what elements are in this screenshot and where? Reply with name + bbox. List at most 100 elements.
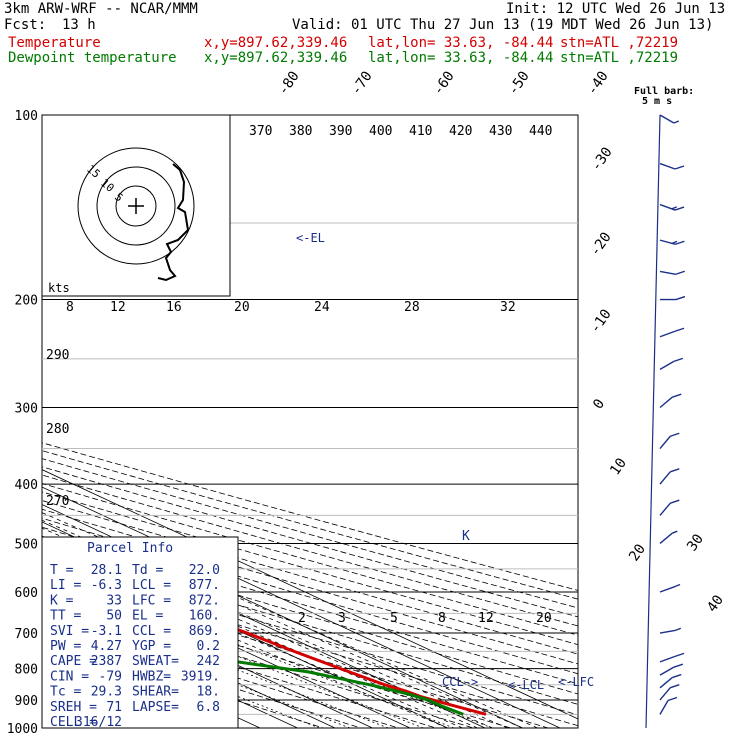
parcel-info-cell: -3.1 — [91, 624, 122, 639]
isotherm-line — [42, 521, 486, 728]
wind-barb-flag — [673, 357, 684, 363]
wind-barb-flag — [675, 240, 685, 245]
parcel-info-cell: 18. — [197, 685, 220, 700]
wind-barb — [659, 585, 676, 593]
wind-barb — [659, 270, 676, 275]
wind-barb-flag — [674, 165, 685, 170]
dewpoint-legend-xy: x,y=897.62,339.46 — [204, 50, 348, 66]
dewpoint-legend-name: Dewpoint temperature — [8, 50, 177, 66]
wind-barb-flag — [671, 206, 677, 210]
parcel-info-cell: 6.8 — [197, 700, 220, 715]
lcl-marker: <-LCL — [508, 678, 544, 692]
wind-barb — [659, 502, 671, 516]
isotherm-line — [42, 504, 523, 728]
parcel-info-cell: SHEAR= — [132, 685, 179, 700]
isotherm-label: -10 — [587, 306, 615, 336]
pressure-tick-label: 700 — [15, 627, 38, 642]
wind-barb — [659, 677, 673, 689]
parcel-info-cell: -6.3 — [91, 578, 122, 593]
isotherm-label: -80 — [275, 68, 303, 98]
theta-label: 280 — [46, 422, 69, 437]
parcel-info-cell: LCL = — [132, 578, 171, 593]
temperature-legend-xy: x,y=897.62,339.46 — [204, 35, 348, 51]
temperature-profile — [42, 556, 487, 716]
mixing-ratio-label: 8 — [66, 300, 74, 315]
wind-barb-flag — [675, 295, 686, 301]
wind-barb — [659, 435, 671, 449]
wind-barb-flag — [670, 432, 680, 437]
isotherm-label: 0 — [590, 396, 608, 412]
parcel-info-cell: Td = — [132, 563, 163, 578]
wind-barb-flag — [673, 120, 680, 124]
parcel-info-cell: PW = — [50, 639, 81, 654]
parcel-info-cell: LI = — [50, 578, 81, 593]
dewpoint-profile — [42, 594, 464, 716]
wind-barb-flag — [671, 240, 678, 245]
wind-barb — [659, 471, 671, 485]
parcel-info-title: Parcel Info — [87, 541, 173, 556]
mixing-ratio-label: 20 — [234, 300, 250, 315]
mixing-ratio-label: 2 — [298, 611, 306, 626]
parcel-info-cell: SREH = — [50, 700, 97, 715]
pressure-tick-label: 500 — [15, 537, 38, 552]
mixing-ratio-label: 12 — [110, 300, 126, 315]
wind-barb-flag — [671, 530, 678, 534]
dewpoint-legend-latlon: lat,lon= 33.63, -84.44 — [368, 50, 554, 66]
parcel-info-cell: 0.2 — [197, 639, 220, 654]
wind-barb-flag — [670, 468, 680, 473]
pressure-tick-label: 200 — [15, 294, 38, 309]
parcel-info-cell: EL = — [132, 609, 163, 624]
temperature-legend-station: stn=ATL ,72219 — [560, 35, 679, 51]
hodograph-trace — [157, 163, 190, 282]
wind-barb-flag — [667, 696, 678, 702]
parcel-info-cell: CAPE = — [50, 654, 97, 669]
hodograph-unit: kts — [48, 281, 70, 295]
parcel-info-cell: TT = — [50, 609, 81, 624]
isotherm-label: 40 — [704, 592, 727, 615]
theta-label: 390 — [329, 124, 352, 139]
theta-label: 270 — [46, 494, 69, 509]
isotherm-label: 10 — [607, 455, 630, 478]
wind-barb — [659, 629, 676, 634]
parcel-info-cell: 3919. — [181, 669, 220, 684]
ccl-marker: CCL-> — [442, 675, 478, 689]
isotherm-label: -60 — [430, 68, 458, 98]
parcel-info-cell: 4.27 — [91, 639, 122, 654]
hodograph-ring — [115, 185, 157, 227]
parcel-info-cell: 28.1 — [91, 563, 122, 578]
wind-barb — [659, 655, 676, 663]
wind-barb-panel: Full barb: 5 m s — [634, 86, 694, 729]
parcel-info-cell: YGP = — [132, 639, 171, 654]
wind-barb-flag — [673, 663, 684, 668]
parcel-info-cell: 242 — [197, 654, 220, 669]
parcel-info-cell: 71 — [106, 700, 122, 715]
parcel-info-cell: SWEAT= — [132, 654, 179, 669]
mixing-ratio-label: 8 — [438, 611, 446, 626]
wind-barb-flag — [672, 673, 682, 679]
parcel-info-cell: 869. — [189, 624, 220, 639]
isotherm-label: -30 — [588, 144, 616, 174]
parcel-info-cell: Tc = — [50, 685, 81, 700]
wind-barb-flag — [674, 583, 681, 588]
parcel-marker-icon: K — [462, 529, 470, 544]
isotherm-label: -20 — [587, 229, 615, 259]
pressure-axis: 100 200 300 400 500 600 700 800 900 1000 — [7, 109, 38, 737]
barb-legend-title: Full barb: — [634, 86, 694, 97]
wind-barb-flag — [675, 270, 685, 275]
el-marker: <-EL — [296, 231, 325, 245]
parcel-info-cell: 160. — [189, 609, 220, 624]
hodograph-ring — [77, 147, 195, 265]
parcel-info-cell: 29.3 — [91, 685, 122, 700]
theta-label: 410 — [409, 124, 432, 139]
wind-barb-flag — [672, 393, 682, 398]
hodograph-ring — [96, 166, 176, 246]
pressure-tick-label: 900 — [15, 694, 38, 709]
temperature-legend-name: Temperature — [8, 35, 101, 51]
wind-barb-flag — [675, 627, 682, 631]
wind-barb — [659, 666, 675, 676]
forecast-hour: 13 h — [62, 17, 96, 33]
mixing-ratio-label: 16 — [166, 300, 182, 315]
wind-barb — [659, 532, 673, 545]
wind-barb — [659, 396, 673, 409]
